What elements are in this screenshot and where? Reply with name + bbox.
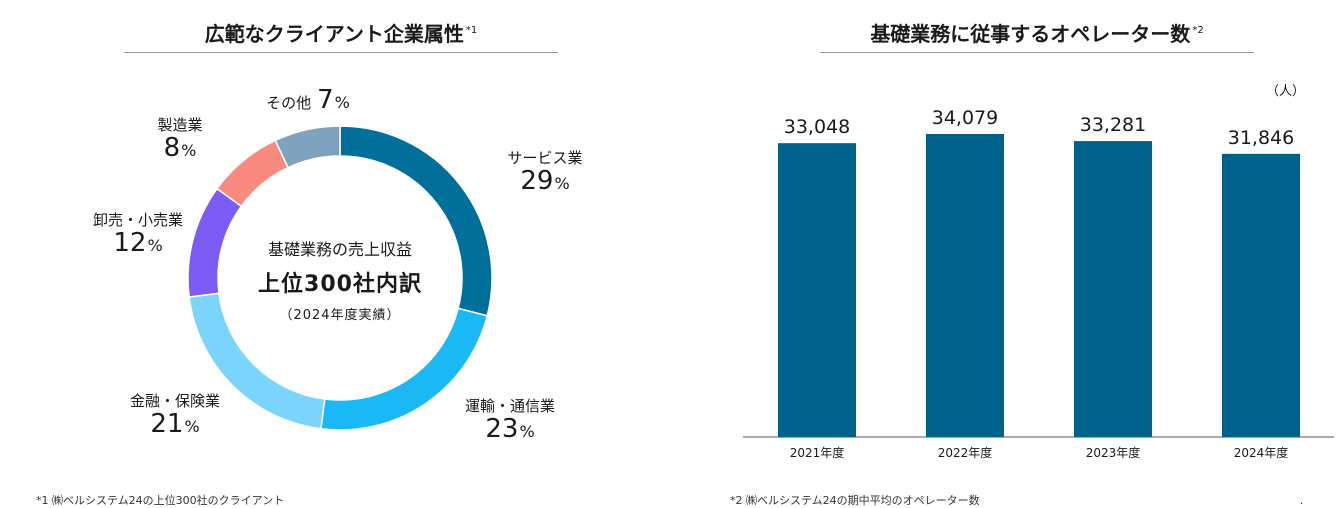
donut-center-line3: （2024年度実績） [279, 308, 401, 323]
bar-value-label-3: 31,846 [1228, 127, 1294, 149]
donut-segment-4 [215, 139, 290, 208]
bar-1 [926, 134, 1004, 437]
donut-segment-5 [274, 125, 341, 169]
bar-value-label-2: 33,281 [1080, 114, 1146, 136]
donut-label-value: 23 [485, 413, 519, 444]
left-panel-title: 広範なクライアント企業属性 *1 [204, 22, 478, 46]
bar-category-label-0: 2021年度 [790, 445, 845, 460]
left-footnote: *1 ㈱ベルシステム24の上位300社のクライアント [36, 494, 285, 507]
donut-label-name: その他 [266, 94, 312, 112]
donut-label-value: 29 [520, 165, 554, 196]
donut-label-name: 金融・保険業 [129, 392, 220, 410]
bar-2 [1074, 141, 1152, 438]
donut-label-name: サービス業 [507, 149, 583, 167]
donut-label-percent-sign: % [184, 416, 200, 436]
donut-label-name: 卸売・小売業 [92, 211, 183, 229]
bar-category-label-2: 2023年度 [1086, 445, 1141, 460]
donut-label-name: 運輸・通信業 [464, 397, 555, 415]
donut-label-percent-sign: % [181, 140, 197, 160]
right-panel-title: 基礎業務に従事するオペレーター数 *2 [870, 22, 1204, 46]
donut-label-name: 製造業 [157, 116, 203, 134]
bar-0 [778, 143, 856, 437]
page-dot: . [1300, 496, 1304, 507]
donut-label-0: サービス業 29% [470, 150, 620, 195]
donut-label-value: 21 [150, 408, 184, 439]
bar-unit-label: （人） [1266, 84, 1306, 99]
donut-label-percent-sign: % [334, 93, 350, 112]
bar-value-label-1: 34,079 [932, 107, 998, 129]
bar-category-label-3: 2024年度 [1234, 445, 1289, 460]
bar-category-label-1: 2022年度 [938, 445, 993, 460]
donut-label-value: 12 [113, 227, 147, 258]
donut-label-3: 卸売・小売業 12% [78, 212, 198, 257]
left-title-note: *1 [465, 25, 478, 37]
donut-center-line1: 基礎業務の売上収益 [267, 240, 412, 259]
right-title-note: *2 [1192, 25, 1204, 37]
donut-label-value: 8 [163, 132, 181, 163]
left-title-rule [124, 52, 558, 53]
right-title-rule [820, 52, 1254, 53]
donut-label-5: その他 7% [248, 86, 368, 115]
donut-label-percent-sign: % [147, 235, 163, 255]
donut-center-line2: 上位300社内訳 [258, 272, 422, 297]
bar-3 [1222, 153, 1300, 438]
donut-label-2: 金融・保険業 21% [110, 393, 240, 438]
donut-label-percent-sign: % [519, 421, 535, 441]
bar-value-label-0: 33,048 [784, 116, 850, 138]
donut-label-1: 運輸・通信業 23% [440, 398, 580, 443]
donut-label-4: 製造業 8% [140, 117, 220, 162]
donut-label-percent-sign: % [554, 173, 570, 193]
donut-label-value: 7 [317, 85, 334, 115]
right-footnote: *2 ㈱ベルシステム24の期中平均のオペレーター数 [730, 494, 980, 507]
